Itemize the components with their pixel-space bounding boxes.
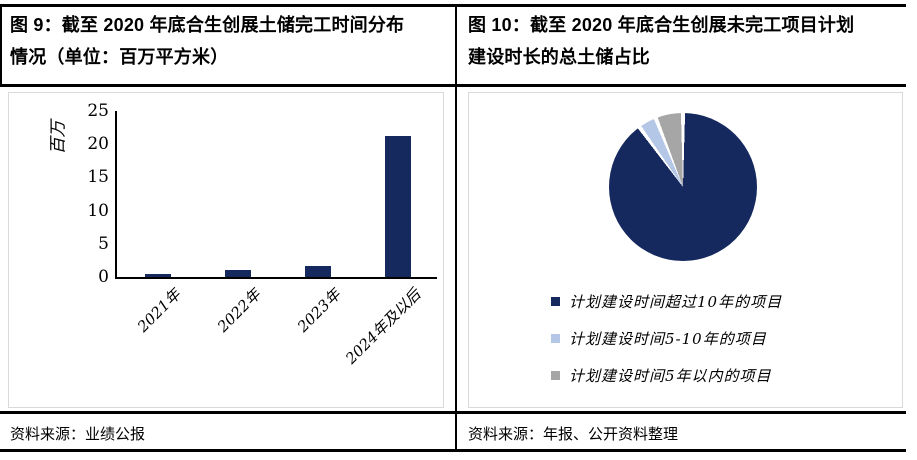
pie-legend-item: 计划建设时间5年以内的项目: [551, 366, 782, 385]
figure9-source: 资料来源：业绩公报: [10, 426, 146, 443]
bar-chart-y-tick-label: 20: [87, 134, 109, 155]
bar-chart-y-tick-label: 25: [87, 101, 109, 121]
figure9-chart-area: 百万 0 5 10 15 20 25 2021年 2022年 2023年 2024年及以后: [8, 92, 444, 408]
figure10-source: 资料来源：年报、公开资料整理: [468, 426, 679, 443]
title-bottom-rule: [0, 84, 906, 87]
bar-chart-y-axis-unit-label: 百万: [48, 120, 69, 155]
pie-legend-item: 计划建设时间超过10年的项目: [551, 292, 783, 311]
pie-legend: 计划建设时间超过10年的项目 计划建设时间5-10年的项目 计划建设时间5年以内的项…: [551, 292, 783, 385]
pie-chart: [609, 113, 757, 261]
pie-legend-swatch: [551, 370, 560, 380]
source-top-rule: [0, 411, 906, 414]
figure10-title-line1: 图 10：截至 2020 年底合生创展未完工项目计划: [468, 15, 855, 35]
bar-2024年及以后: [385, 136, 411, 277]
bar-chart-y-tick-label: 15: [87, 167, 109, 188]
pie-legend-label: 计划建设时间超过10年的项目: [569, 292, 783, 311]
bar-chart-x-tick-label: 2024年及以后: [341, 285, 425, 368]
figure9-title-line2: 情况（单位：百万平方米）: [10, 47, 229, 67]
table-top-rule: [0, 4, 906, 7]
pie-legend-label: 计划建设时间5年以内的项目: [569, 366, 772, 385]
bar-2021年: [145, 273, 171, 277]
figure9-title-line1: 图 9：截至 2020 年底合生创展土储完工时间分布: [10, 15, 405, 35]
title-left-edge-rule: [0, 4, 2, 87]
bar-chart-plot: 0 5 10 15 20 25 2021年 2022年 2023年 2024年及以后: [87, 101, 437, 368]
bar-chart-x-tick-label: 2023年: [293, 285, 345, 336]
table-bottom-rule: [0, 449, 906, 452]
figure10-title: 图 10：截至 2020 年底合生创展未完工项目计划 建设时长的总土储占比: [468, 9, 906, 73]
pie-legend-swatch: [551, 296, 560, 306]
pie-legend-item: 计划建设时间5-10年的项目: [551, 329, 782, 348]
bar-chart-y-tick-label: 5: [98, 233, 109, 254]
bar-2023年: [305, 265, 331, 277]
figure9-title: 图 9：截至 2020 年底合生创展土储完工时间分布 情况（单位：百万平方米）: [10, 9, 448, 73]
bar-2022年: [225, 269, 251, 277]
bar-chart-x-tick-label: 2022年: [213, 285, 265, 336]
pie-legend-label: 计划建设时间5-10年的项目: [569, 329, 767, 348]
column-divider-rule: [455, 4, 457, 452]
bar-chart-y-tick-label: 0: [98, 267, 109, 287]
bar-chart-y-tick-label: 10: [87, 200, 109, 221]
bar-chart-x-tick-label: 2021年: [133, 285, 185, 336]
pie-legend-swatch: [551, 333, 560, 343]
figure10-title-line2: 建设时长的总土储占比: [468, 47, 650, 67]
figure10-chart-area: 计划建设时间超过10年的项目 计划建设时间5-10年的项目 计划建设时间5年以内的项…: [468, 92, 903, 408]
